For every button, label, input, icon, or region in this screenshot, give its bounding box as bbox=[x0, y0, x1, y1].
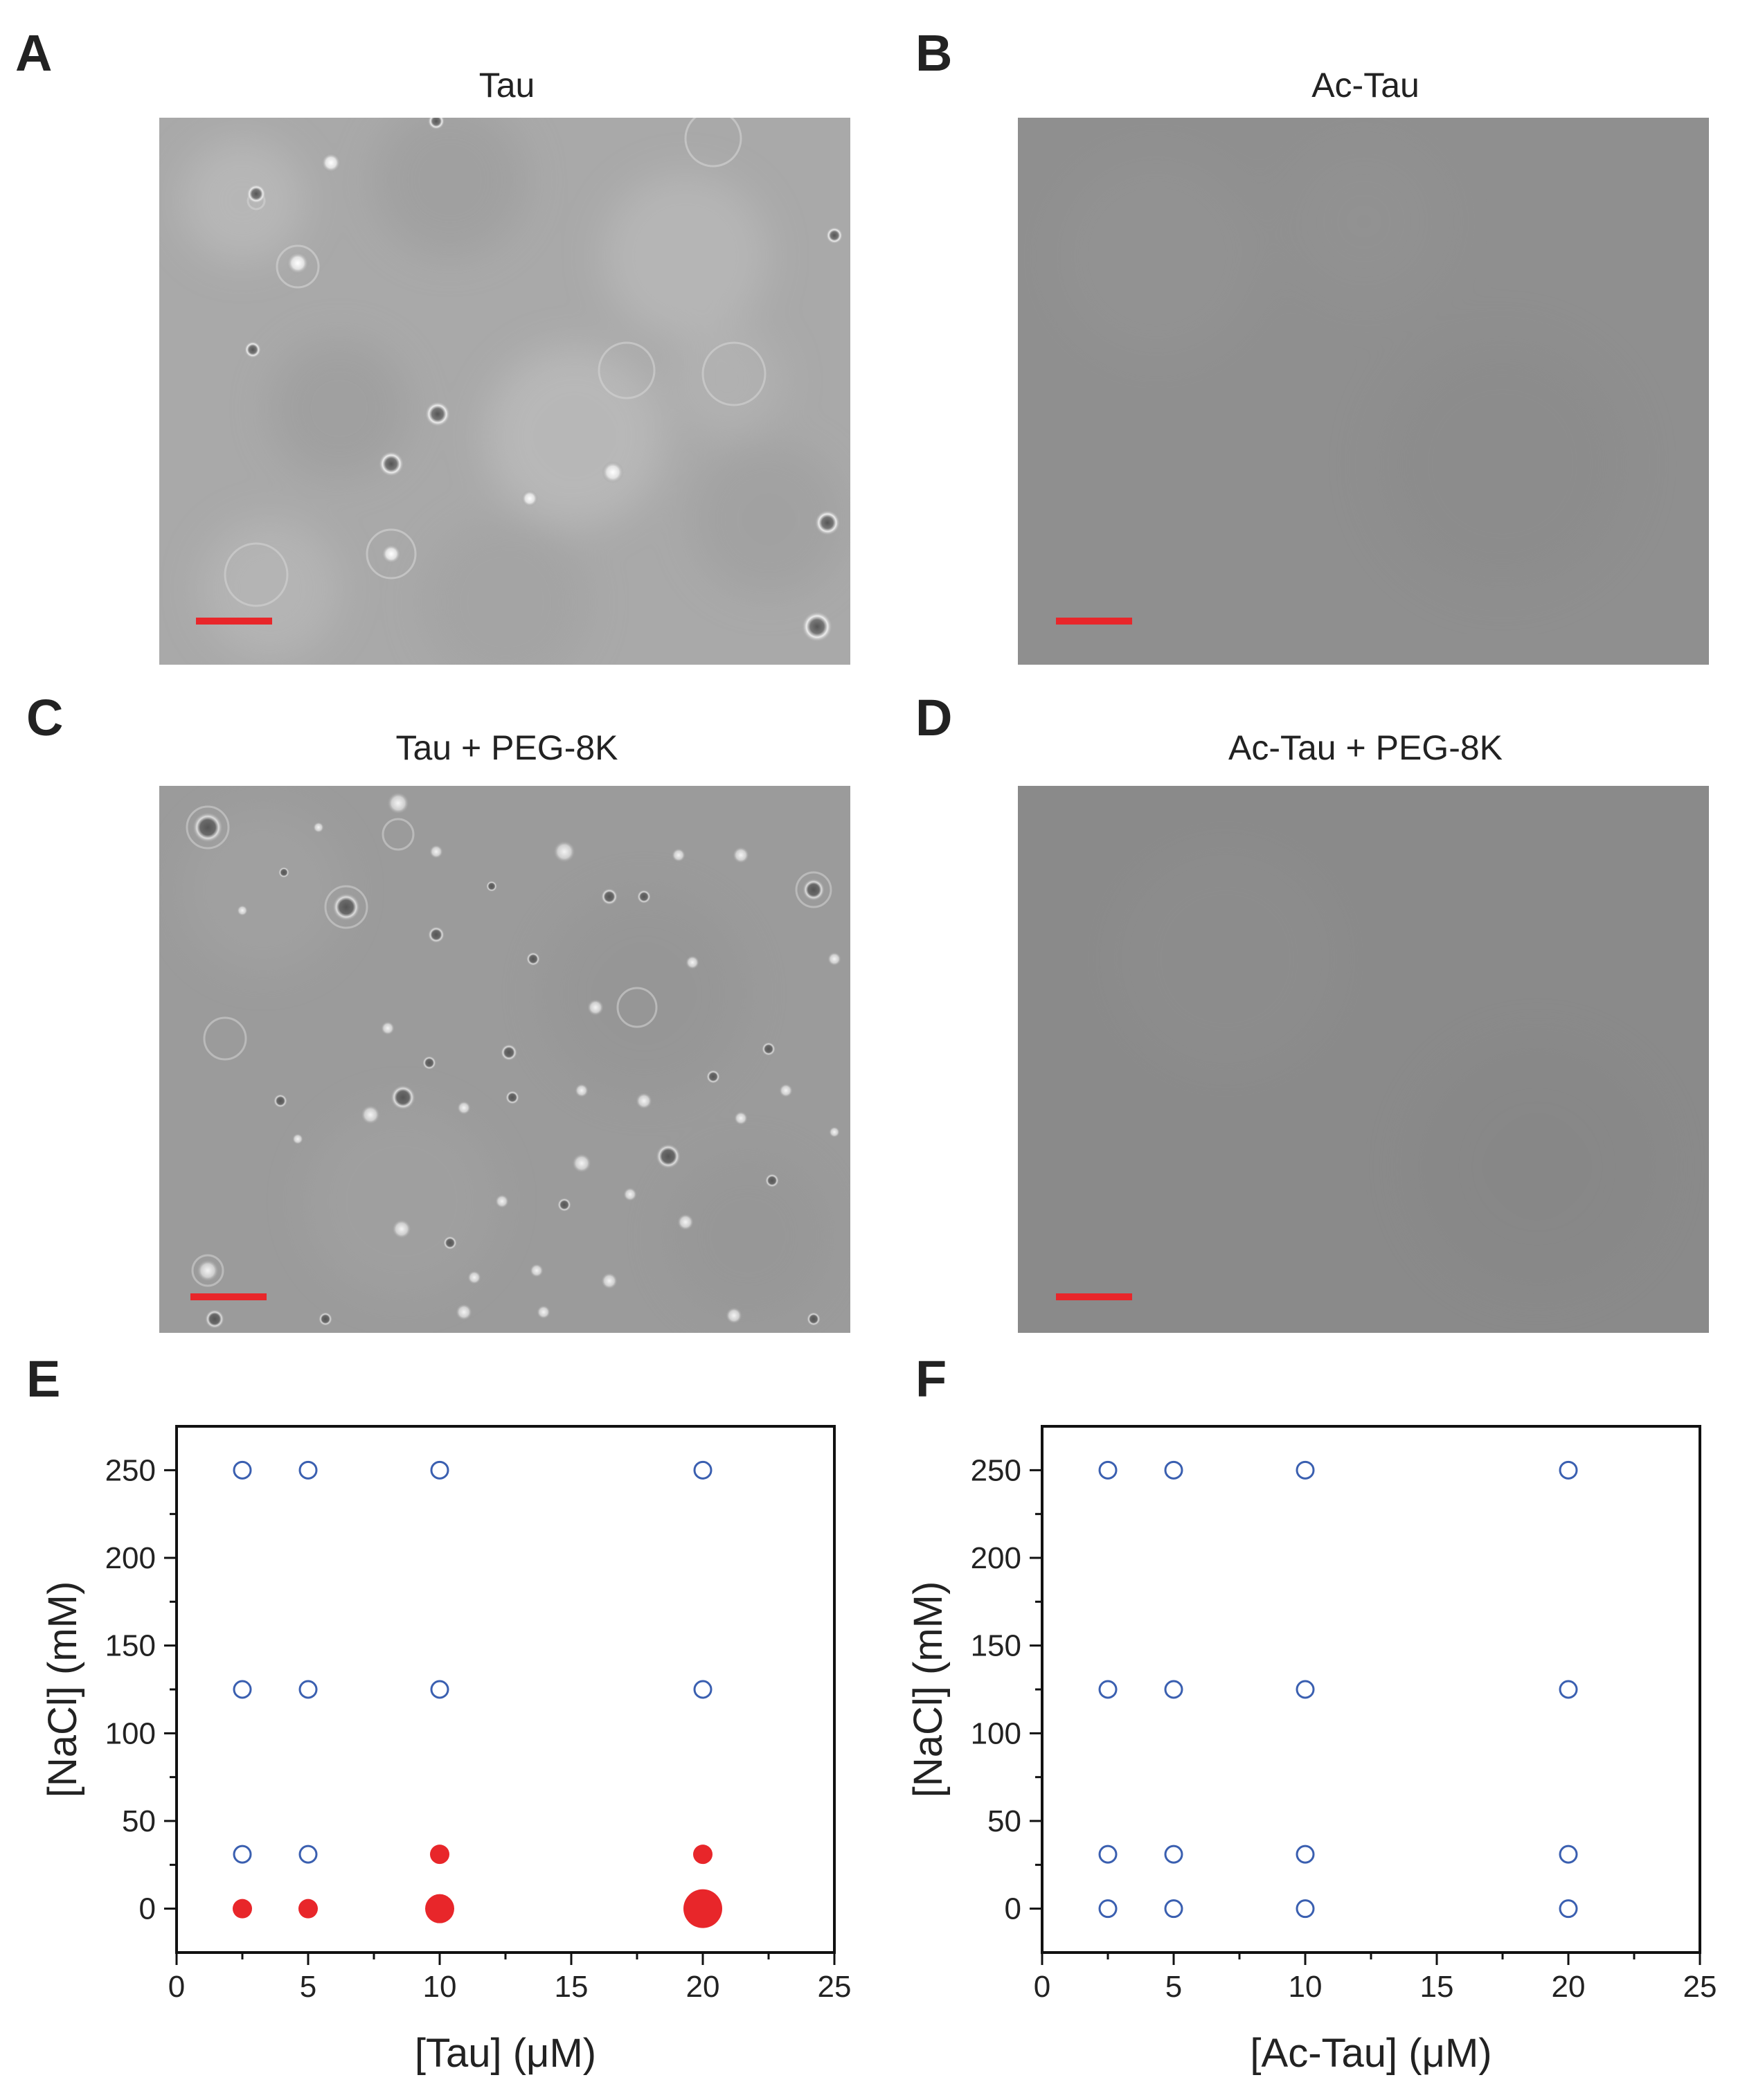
open-marker bbox=[1559, 1845, 1578, 1864]
panel-title-a: Tau bbox=[478, 66, 535, 105]
x-tick-label: 10 bbox=[423, 1970, 457, 2004]
x-tick-label: 5 bbox=[1165, 1970, 1182, 2004]
open-marker bbox=[1098, 1460, 1118, 1480]
filled-marker bbox=[298, 1899, 318, 1919]
open-marker bbox=[298, 1845, 318, 1864]
micrograph-tau bbox=[159, 118, 850, 665]
open-marker bbox=[1559, 1460, 1578, 1480]
open-marker bbox=[1098, 1899, 1118, 1919]
open-marker bbox=[1098, 1845, 1118, 1864]
x-tick-label: 15 bbox=[555, 1970, 589, 2004]
y-axis-label: [NaCl] (mM) bbox=[40, 1581, 85, 1798]
x-tick-label: 5 bbox=[300, 1970, 316, 2004]
plot-frame bbox=[1041, 1425, 1701, 1954]
x-axis-label: [Ac-Tau] (μM) bbox=[1250, 2031, 1491, 2076]
panel-title-d: Ac-Tau + PEG-8K bbox=[1228, 728, 1503, 767]
open-marker bbox=[1164, 1845, 1183, 1864]
open-marker bbox=[1296, 1680, 1315, 1699]
y-tick-label: 200 bbox=[105, 1541, 156, 1575]
micrograph-ac-tau-peg bbox=[1018, 786, 1709, 1333]
y-tick-label: 150 bbox=[971, 1629, 1021, 1663]
x-tick-label: 0 bbox=[1034, 1970, 1050, 2004]
panel-letter-d: D bbox=[915, 689, 953, 746]
open-marker bbox=[233, 1845, 252, 1864]
open-marker bbox=[1296, 1845, 1315, 1864]
scale-bar-d bbox=[1056, 1293, 1132, 1300]
panel-title-c: Tau + PEG-8K bbox=[395, 728, 618, 767]
plot-frame bbox=[175, 1425, 836, 1954]
open-marker bbox=[430, 1680, 449, 1699]
x-tick-label: 10 bbox=[1289, 1970, 1323, 2004]
x-axis-label: [Tau] (μM) bbox=[415, 2031, 596, 2076]
filled-marker bbox=[425, 1894, 454, 1923]
open-marker bbox=[1164, 1680, 1183, 1699]
open-marker bbox=[1559, 1899, 1578, 1919]
open-marker bbox=[233, 1680, 252, 1699]
scale-bar-a bbox=[196, 618, 272, 625]
micrograph-tau-peg bbox=[159, 786, 850, 1333]
panel-letter-b: B bbox=[915, 24, 953, 82]
scale-bar-b bbox=[1056, 618, 1132, 625]
open-marker bbox=[1164, 1899, 1183, 1919]
panel-letter-c: C bbox=[26, 689, 64, 746]
open-marker bbox=[1164, 1460, 1183, 1480]
open-marker bbox=[693, 1680, 713, 1699]
x-tick-label: 20 bbox=[686, 1970, 720, 2004]
open-marker bbox=[1296, 1460, 1315, 1480]
panel-letter-a: A bbox=[15, 24, 53, 82]
panel-title-b: Ac-Tau bbox=[1311, 66, 1419, 105]
open-marker bbox=[1559, 1680, 1578, 1699]
filled-marker bbox=[430, 1845, 449, 1865]
y-tick-label: 50 bbox=[122, 1804, 156, 1838]
y-tick-label: 0 bbox=[139, 1892, 156, 1926]
open-marker bbox=[298, 1460, 318, 1480]
y-axis-label: [NaCl] (mM) bbox=[906, 1581, 951, 1798]
filled-marker bbox=[693, 1845, 713, 1865]
micrograph-ac-tau bbox=[1018, 118, 1709, 665]
filled-marker bbox=[233, 1899, 252, 1919]
panel-letter-e: E bbox=[26, 1350, 61, 1408]
y-tick-label: 100 bbox=[105, 1716, 156, 1750]
open-marker bbox=[693, 1460, 713, 1480]
x-tick-label: 20 bbox=[1552, 1970, 1586, 2004]
scale-bar-c bbox=[190, 1293, 267, 1300]
y-tick-label: 0 bbox=[1005, 1892, 1021, 1926]
filled-marker bbox=[683, 1889, 722, 1928]
x-tick-label: 0 bbox=[168, 1970, 185, 2004]
panel-letter-f: F bbox=[915, 1350, 947, 1408]
x-tick-label: 15 bbox=[1420, 1970, 1454, 2004]
y-tick-label: 150 bbox=[105, 1629, 156, 1663]
y-tick-label: 50 bbox=[987, 1804, 1021, 1838]
open-marker bbox=[1296, 1899, 1315, 1919]
y-tick-label: 250 bbox=[971, 1453, 1021, 1487]
open-marker bbox=[233, 1460, 252, 1480]
y-tick-label: 100 bbox=[971, 1716, 1021, 1750]
x-tick-label: 25 bbox=[818, 1970, 852, 2004]
y-tick-label: 200 bbox=[971, 1541, 1021, 1575]
open-marker bbox=[1098, 1680, 1118, 1699]
y-tick-label: 250 bbox=[105, 1453, 156, 1487]
x-tick-label: 25 bbox=[1683, 1970, 1717, 2004]
open-marker bbox=[298, 1680, 318, 1699]
open-marker bbox=[430, 1460, 449, 1480]
